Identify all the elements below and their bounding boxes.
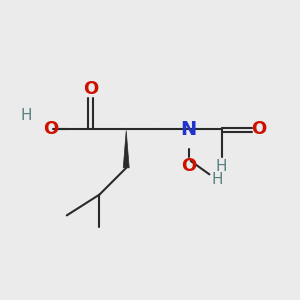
- Polygon shape: [123, 131, 129, 168]
- Text: N: N: [181, 120, 197, 139]
- Text: H: H: [216, 159, 227, 174]
- Text: O: O: [83, 80, 98, 98]
- Text: O: O: [43, 120, 58, 138]
- Text: H: H: [21, 108, 32, 123]
- Text: O: O: [251, 120, 266, 138]
- Text: O: O: [181, 157, 196, 175]
- Text: H: H: [211, 172, 223, 187]
